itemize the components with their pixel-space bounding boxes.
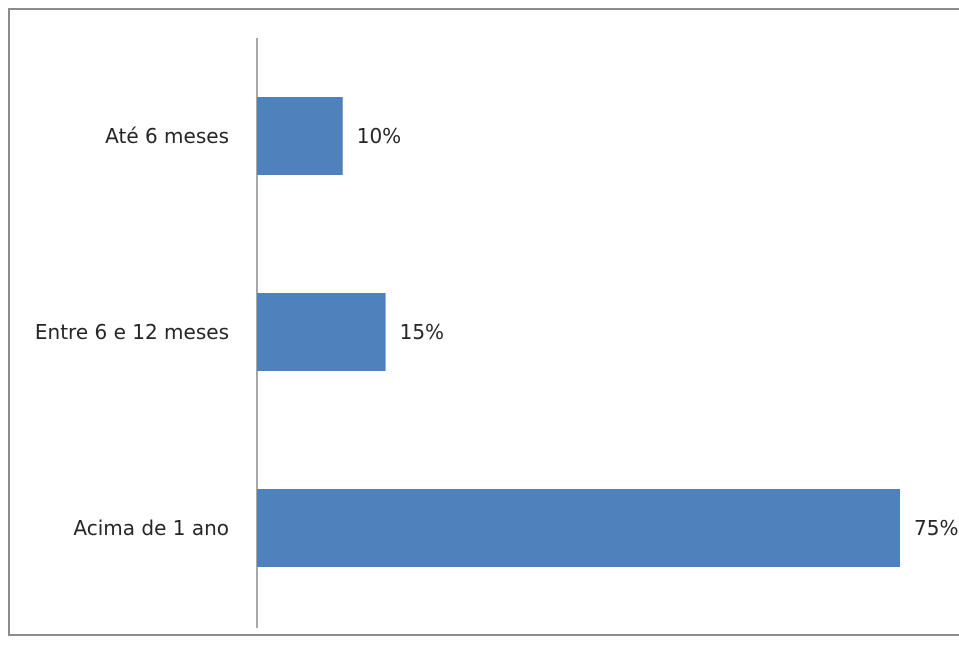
value-label-entre-6-e-12-meses: 15% (400, 320, 444, 344)
chart-frame (8, 8, 959, 636)
category-label-ate-6-meses: Até 6 meses (105, 124, 229, 148)
value-labels: 10% 15% 75% (357, 124, 959, 540)
bar-entre-6-e-12-meses (257, 293, 386, 371)
category-labels: Até 6 meses Entre 6 e 12 meses Acima de 1 … (35, 124, 229, 540)
bar-acima-de-1-ano (257, 489, 900, 567)
value-label-ate-6-meses: 10% (357, 124, 401, 148)
category-label-entre-6-e-12-meses: Entre 6 e 12 meses (35, 320, 229, 344)
value-label-acima-de-1-ano: 75% (914, 516, 958, 540)
category-label-acima-de-1-ano: Acima de 1 ano (73, 516, 229, 540)
bar-group (257, 97, 900, 567)
bar-ate-6-meses (257, 97, 343, 175)
